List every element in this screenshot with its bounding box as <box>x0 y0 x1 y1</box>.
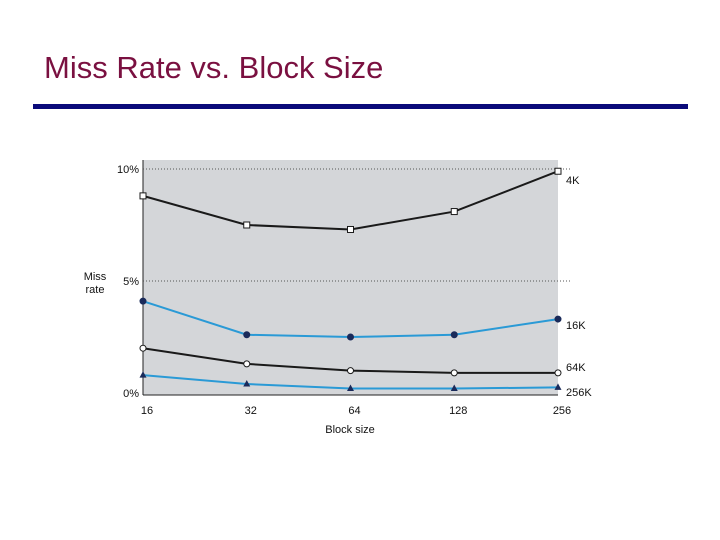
y-tick-label: 10% <box>117 164 139 176</box>
x-tick-label: 256 <box>553 405 571 417</box>
point-16k <box>140 298 146 304</box>
series-label-64k: 64K <box>566 362 586 374</box>
point-4k <box>348 226 354 232</box>
point-64k <box>451 370 457 376</box>
y-tick-label: 0% <box>123 388 139 400</box>
y-tick-label: 5% <box>123 276 139 288</box>
point-4k <box>140 193 146 199</box>
x-tick-label: 16 <box>141 405 153 417</box>
point-4k <box>451 209 457 215</box>
y-axis-label: rate <box>86 284 105 296</box>
series-label-4k: 4K <box>566 175 580 187</box>
point-64k <box>348 368 354 374</box>
x-tick-label: 32 <box>245 405 257 417</box>
point-4k <box>244 222 250 228</box>
point-4k <box>555 168 561 174</box>
y-axis-label: Miss <box>84 271 107 283</box>
x-tick-label: 128 <box>449 405 467 417</box>
miss-rate-chart: 0% 5% 10% 16 32 64 128 256 Block size Missrate 4K 1… <box>0 0 720 540</box>
point-16k <box>451 332 457 338</box>
point-64k <box>244 361 250 367</box>
point-16k <box>555 316 561 322</box>
series-label-16k: 16K <box>566 320 586 332</box>
series-label-256k: 256K <box>566 387 592 399</box>
point-16k <box>348 334 354 340</box>
point-16k <box>244 332 250 338</box>
point-64k <box>555 370 561 376</box>
point-64k <box>140 345 146 351</box>
x-axis-label: Block size <box>325 424 375 436</box>
x-tick-label: 64 <box>348 405 360 417</box>
